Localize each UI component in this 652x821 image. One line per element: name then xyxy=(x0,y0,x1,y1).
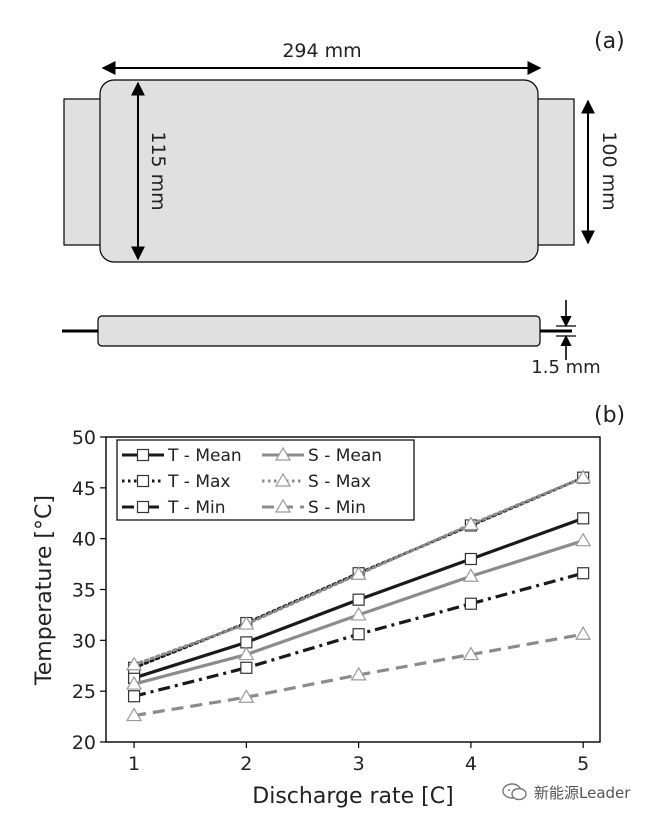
legend-label: S - Mean xyxy=(308,446,382,466)
series-s-max xyxy=(126,469,592,671)
x-tick-label: 1 xyxy=(128,753,140,775)
data-point xyxy=(464,597,477,610)
legend-label: T - Min xyxy=(167,498,226,518)
legend: T - Mean S - Mean T - Max S - Max T - Min S -… xyxy=(116,439,415,521)
x-axis-label: Discharge rate [C] xyxy=(252,784,453,809)
x-axis: 1 2 3 4 5 xyxy=(128,742,589,775)
data-point xyxy=(126,707,143,722)
data-point xyxy=(577,512,590,525)
legend-marker xyxy=(274,446,292,461)
data-point xyxy=(238,615,255,630)
data-point xyxy=(350,606,367,621)
x-tick-label: 3 xyxy=(353,753,365,775)
data-point xyxy=(127,690,141,703)
x-tick-label: 5 xyxy=(577,753,589,775)
data-point xyxy=(350,666,367,681)
data-point xyxy=(126,656,143,671)
x-tick-label: 4 xyxy=(465,753,477,775)
left-tab xyxy=(63,98,105,246)
legend-entry: T - Max xyxy=(122,472,230,492)
y-tick-label: 45 xyxy=(72,478,96,500)
panel-b-label: (b) xyxy=(594,403,625,428)
x-tick-label: 2 xyxy=(240,753,252,775)
data-point xyxy=(462,516,479,531)
data-point xyxy=(462,568,479,582)
legend-marker xyxy=(136,500,150,514)
data-point xyxy=(352,628,365,641)
data-point xyxy=(575,469,592,484)
height-dimension-label: 115 mm xyxy=(147,131,169,210)
legend-marker xyxy=(274,472,292,487)
data-point xyxy=(238,646,255,661)
legend-label: T - Max xyxy=(167,472,230,492)
legend-label: S - Min xyxy=(308,498,366,518)
wechat-bubble-icon xyxy=(502,783,528,801)
y-axis-label: Temperature [°C] xyxy=(32,495,57,686)
data-point xyxy=(462,646,479,661)
cell-body-top-view xyxy=(99,79,539,263)
series-s-min xyxy=(126,626,592,722)
data-point xyxy=(464,552,477,566)
data-point xyxy=(350,566,367,580)
y-axis: 20 25 30 35 40 45 50 xyxy=(72,427,106,754)
data-point xyxy=(577,567,590,580)
series-layer xyxy=(126,469,592,722)
legend-entry: T - Mean xyxy=(122,446,242,466)
thickness-label: 1.5 mm xyxy=(531,357,600,378)
watermark: 新能源Leader xyxy=(502,780,642,804)
panel-a: (a) 294 mm 115 mm 100 mm 1.5 mm xyxy=(62,29,625,378)
legend-marker xyxy=(136,448,150,462)
width-dimension-label: 294 mm xyxy=(282,40,361,62)
data-point xyxy=(240,661,253,674)
series-t-mean xyxy=(127,512,590,685)
data-point xyxy=(240,636,253,649)
data-point xyxy=(126,675,143,690)
tab-dimension-label: 100 mm xyxy=(598,131,620,210)
panel-a-label: (a) xyxy=(594,29,625,54)
cell-body-side-view xyxy=(97,315,541,347)
legend-entry: S - Min xyxy=(262,498,366,518)
legend-entry: S - Mean xyxy=(262,446,382,466)
legend-marker xyxy=(136,474,150,488)
legend-entry: T - Min xyxy=(122,498,226,518)
y-tick-label: 25 xyxy=(72,681,96,703)
legend-marker xyxy=(274,498,292,513)
watermark-text: 新能源Leader xyxy=(534,783,631,802)
y-tick-label: 40 xyxy=(72,529,96,551)
legend-entry: S - Max xyxy=(262,472,371,492)
data-point xyxy=(352,593,365,606)
y-tick-label: 20 xyxy=(72,732,96,754)
y-tick-label: 30 xyxy=(72,630,96,652)
legend-label: S - Max xyxy=(308,472,371,492)
legend-label: T - Mean xyxy=(167,446,242,466)
data-point xyxy=(575,626,592,640)
series-t-min xyxy=(127,567,590,703)
y-tick-label: 35 xyxy=(72,580,96,602)
series-s-mean xyxy=(126,532,592,690)
right-tab xyxy=(535,98,575,246)
data-point xyxy=(575,532,592,547)
data-point xyxy=(238,689,255,703)
y-tick-label: 50 xyxy=(72,427,96,449)
